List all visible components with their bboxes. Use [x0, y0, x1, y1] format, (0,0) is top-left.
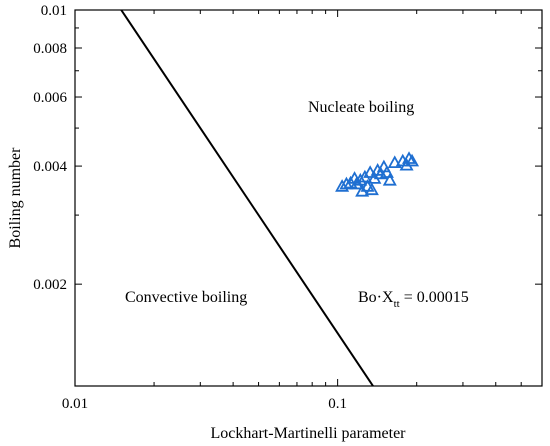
data-point — [349, 176, 364, 190]
y-tick-label: 0.002 — [33, 277, 67, 293]
data-point — [401, 151, 417, 164]
data-points — [335, 151, 420, 197]
region-label-convective: Convective boiling — [125, 289, 247, 306]
data-point — [405, 153, 420, 167]
data-point — [335, 179, 350, 192]
boundary-equation-value: = 0.00015 — [400, 289, 469, 306]
x-tick-label: 0.1 — [328, 396, 347, 412]
data-point — [353, 172, 368, 186]
ticks — [74, 9, 542, 386]
data-point — [382, 172, 397, 186]
boundary-line — [120, 9, 374, 387]
x-axis-title: Lockhart-Martinelli parameter — [210, 425, 406, 442]
boundary-equation-sub: tt — [394, 298, 400, 310]
y-tick-label: 0.008 — [33, 41, 67, 57]
tick-labels: 0.01 0.1 0.002 0.004 0.006 0.008 0.01 — [33, 3, 347, 412]
y-axis-title: Boiling number — [7, 147, 24, 249]
region-label-nucleate: Nucleate boiling — [308, 99, 414, 116]
boundary-equation-main: Bo·X — [358, 289, 394, 306]
data-point — [379, 165, 394, 178]
y-tick-label: 0.006 — [33, 90, 67, 106]
y-tick-label: 0.004 — [33, 159, 67, 175]
x-tick-label: 0.01 — [62, 396, 88, 412]
data-point — [387, 155, 402, 169]
data-point — [364, 182, 379, 196]
y-tick-label: 0.01 — [41, 3, 67, 19]
plot-frame — [74, 9, 543, 387]
boundary-equation: Bo·Xtt = 0.00015 — [358, 289, 469, 310]
